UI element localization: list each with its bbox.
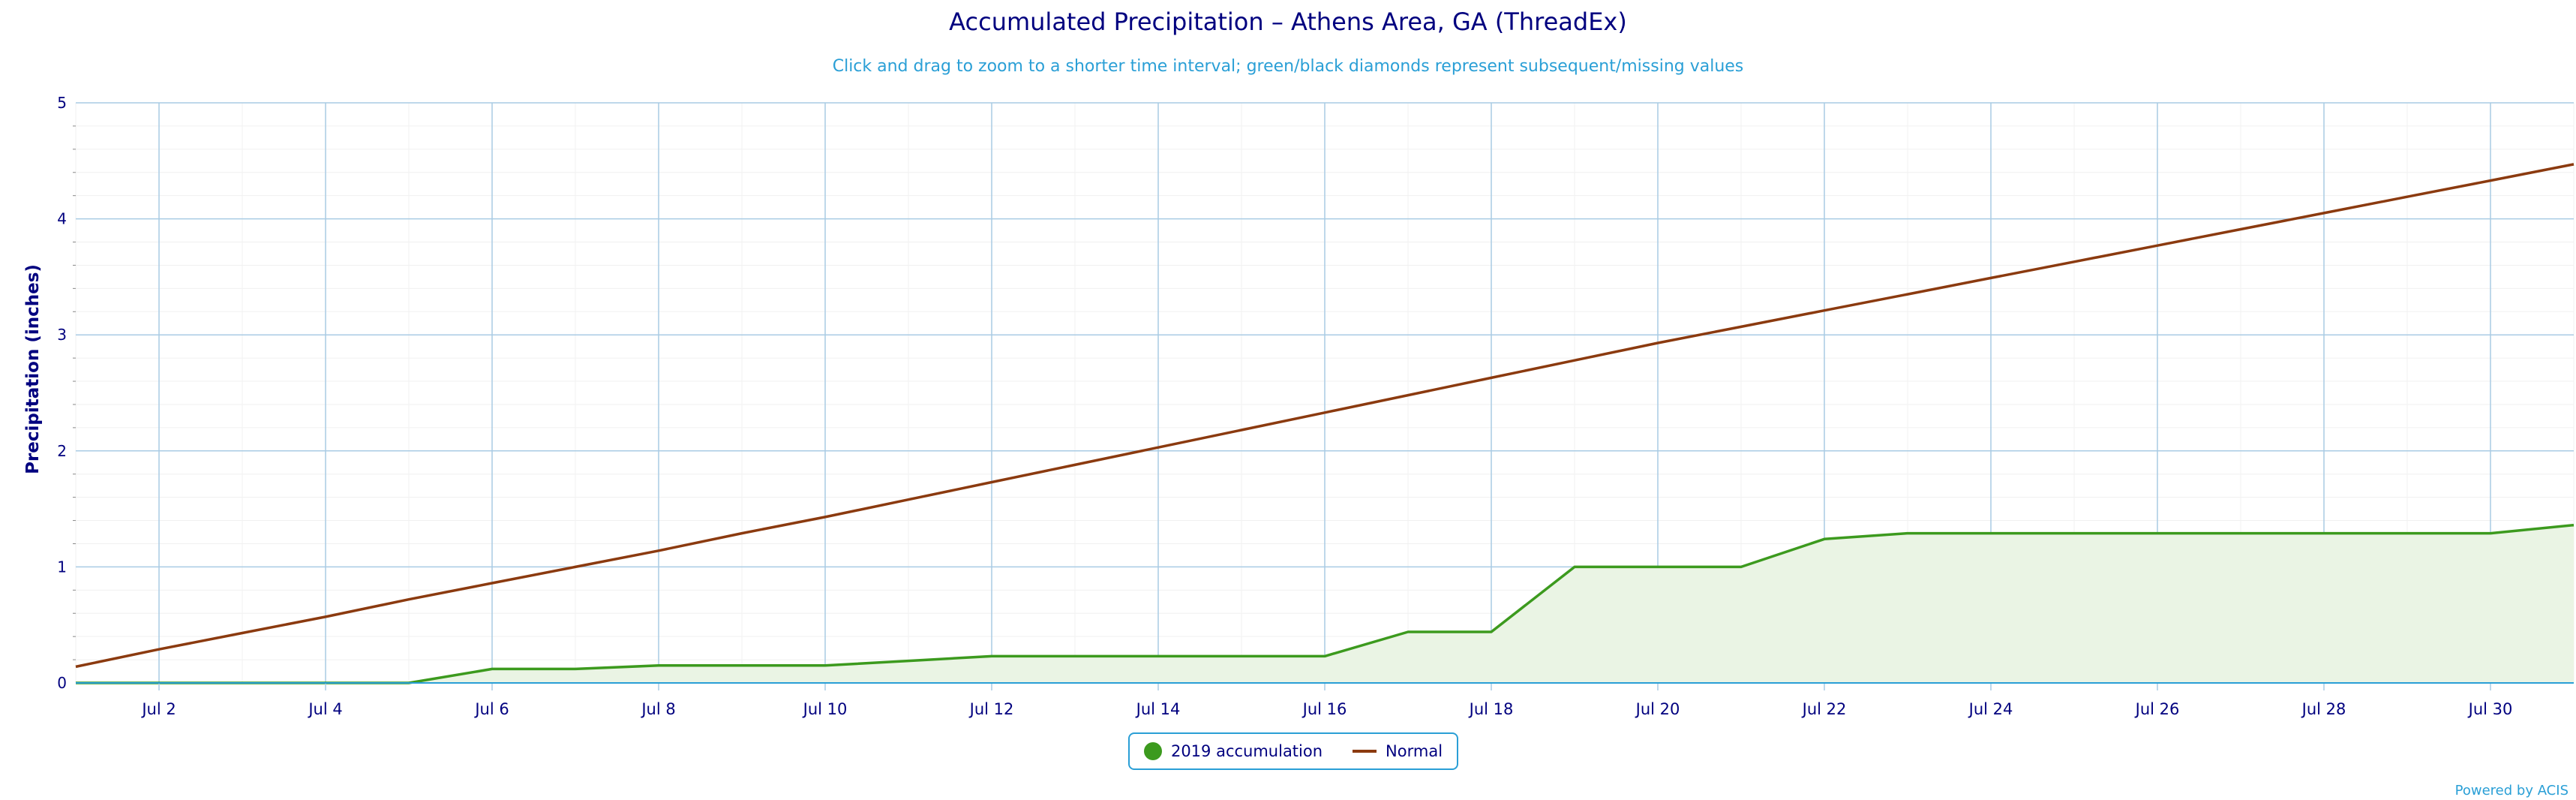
x-tick-label: Jul 28	[2301, 700, 2346, 718]
x-tick-label: Jul 4	[307, 700, 342, 718]
x-tick-label: Jul 24	[1968, 700, 2013, 718]
axis-layer: 0 1 2 3 4 5 Jul 2 Jul 4 Jul 6 Jul 8 Jul 10 Jul 12 Ju…	[57, 94, 2574, 718]
x-tick-label: Jul 10	[802, 700, 848, 718]
y-axis-label: Precipitation (inches)	[23, 264, 43, 474]
x-tick-label: Jul 18	[1468, 700, 1514, 718]
y-tick-label: 4	[57, 210, 67, 228]
credits-link[interactable]: Powered by ACIS	[2454, 783, 2568, 798]
y-tick-label: 1	[57, 558, 67, 576]
y-tick-label: 3	[57, 326, 67, 344]
x-tick-label: Jul 22	[1801, 700, 1847, 718]
legend-label: 2019 accumulation	[1170, 742, 1323, 760]
legend-item-2019-accumulation[interactable]: 2019 accumulation	[1143, 742, 1323, 760]
x-tick-label: Jul 26	[2134, 700, 2180, 718]
chart-legend: 2019 accumulation Normal	[1128, 732, 1458, 770]
x-tick-label: Jul 2	[140, 700, 176, 718]
series-area-0	[76, 525, 2574, 683]
x-tick-label: Jul 20	[1635, 700, 1680, 718]
chart-subtitle: Click and drag to zoom to a shorter time…	[832, 57, 1744, 76]
series-line-0	[76, 523, 2574, 684]
series-layer	[75, 163, 2574, 684]
x-tick-label: Jul 6	[473, 700, 509, 718]
y-tick-label: 0	[57, 674, 67, 692]
legend-label: Normal	[1386, 742, 1443, 760]
chart-title: Accumulated Precipitation – Athens Area,…	[949, 8, 1627, 36]
series-line-1	[75, 163, 2574, 669]
legend-marker-icon	[1143, 742, 1162, 760]
legend-line-icon	[1353, 750, 1377, 753]
major-grid	[76, 102, 2574, 684]
legend-item-normal[interactable]: Normal	[1353, 742, 1443, 760]
y-tick-label: 5	[57, 94, 67, 112]
x-tick-label: Jul 14	[1135, 700, 1181, 718]
x-tick-label: Jul 30	[2467, 700, 2513, 718]
y-tick-label: 2	[57, 442, 67, 460]
x-tick-label: Jul 16	[1302, 700, 1347, 718]
x-tick-label: Jul 8	[640, 700, 675, 718]
x-tick-label: Jul 12	[968, 700, 1014, 718]
